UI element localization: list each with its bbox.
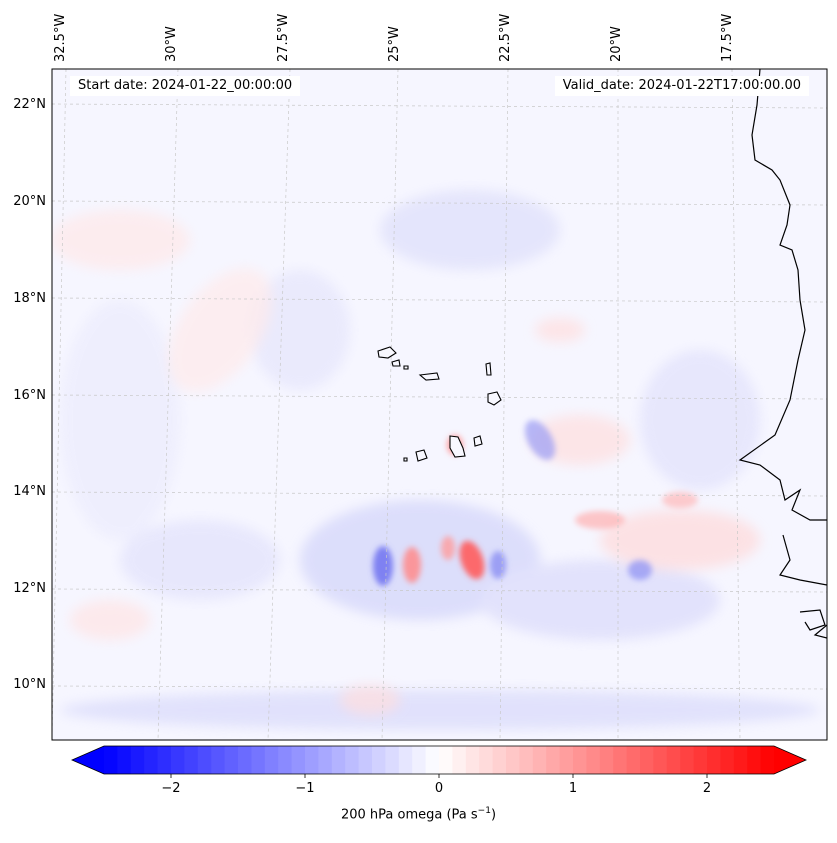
colorbar-segment	[653, 746, 668, 774]
colorbar-segment	[345, 746, 360, 774]
lon-label-27-5w: 27.5°W	[276, 13, 291, 62]
colorbar-outline	[71, 745, 807, 775]
lon-label-17-5w: 17.5°W	[720, 13, 735, 62]
colorbar-segment	[465, 746, 480, 774]
colorbar-segment	[144, 746, 159, 774]
lat-label-16n: 16°N	[13, 388, 46, 403]
colorbar-segment	[197, 746, 212, 774]
colorbar-segment	[532, 746, 547, 774]
lon-label-25w: 25°W	[387, 26, 402, 62]
coastline	[738, 69, 827, 639]
colorbar-segment	[693, 746, 708, 774]
lon-label-20w: 20°W	[609, 26, 624, 62]
lon-label-32-5w: 32.5°W	[53, 13, 68, 62]
colorbar-segment	[372, 746, 386, 774]
omega-field	[52, 69, 827, 740]
colorbar-segment	[666, 746, 681, 774]
colorbar-segment	[573, 746, 587, 774]
colorbar-title: 200 hPa omega (Pa s−1)	[0, 806, 837, 822]
colorbar-segment	[733, 746, 748, 774]
colorbar-segment	[251, 746, 266, 774]
colorbar-segment	[385, 746, 400, 774]
colorbar-segment	[278, 746, 293, 774]
lon-label-30w: 30°W	[164, 26, 179, 62]
lat-label-14n: 14°N	[13, 484, 46, 499]
colorbar-title-end: )	[490, 807, 497, 823]
colorbar-title-text: 200 hPa omega (Pa s	[340, 807, 478, 823]
colorbar-segment	[613, 746, 628, 774]
colorbar-segment	[747, 746, 762, 774]
colorbar-tick-label: −1	[295, 781, 315, 796]
colorbar-segment	[559, 746, 574, 774]
colorbar-segment	[171, 746, 185, 774]
colorbar-segment	[707, 746, 721, 774]
colorbar-segment	[492, 746, 507, 774]
lat-label-22n: 22°N	[13, 97, 46, 112]
colorbar-tick-label: 1	[568, 781, 578, 796]
cape-verde-islands	[377, 346, 502, 462]
colorbar-segment	[291, 746, 306, 774]
colorbar-segment	[211, 746, 226, 774]
colorbar-segment	[680, 746, 695, 774]
colorbar-segment	[130, 746, 145, 774]
colorbar-segment	[412, 746, 427, 774]
start-date-label: Start date: 2024-01-22_00:00:00	[70, 76, 301, 96]
colorbar-segment	[452, 746, 467, 774]
colorbar-segment	[760, 746, 775, 774]
colorbar-extend-min	[72, 746, 104, 774]
colorbar-segment	[425, 746, 440, 774]
lat-label-18n: 18°N	[13, 291, 46, 306]
colorbar-segment	[184, 746, 199, 774]
graticule	[52, 69, 827, 740]
colorbar-segment	[599, 746, 614, 774]
colorbar-segment	[305, 746, 319, 774]
colorbar-segment	[117, 746, 132, 774]
lat-label-12n: 12°N	[13, 581, 46, 596]
colorbar-title-exponent: −1	[477, 806, 491, 816]
colorbar-segment	[626, 746, 641, 774]
colorbar-segment	[720, 746, 735, 774]
colorbar-segment	[519, 746, 534, 774]
colorbar-segment	[318, 746, 333, 774]
colorbar-segment	[398, 746, 413, 774]
lat-label-10n: 10°N	[13, 677, 46, 692]
colorbar-segment	[506, 746, 520, 774]
colorbar-segment	[264, 746, 279, 774]
colorbar-segment	[546, 746, 561, 774]
colorbar-segment	[157, 746, 172, 774]
colorbar-tick-label: 0	[434, 781, 444, 796]
colorbar-segment	[479, 746, 494, 774]
map-frame	[51, 68, 828, 741]
colorbar-segment	[224, 746, 239, 774]
colorbar-segment	[238, 746, 252, 774]
colorbar-segment	[586, 746, 601, 774]
colorbar-segment	[640, 746, 654, 774]
colorbar-segment	[104, 746, 118, 774]
colorbar	[71, 745, 807, 778]
colorbar-segment	[331, 746, 346, 774]
valid-date-label: Valid_date: 2024-01-22T17:00:00.00	[554, 76, 809, 96]
colorbar-segment	[358, 746, 373, 774]
colorbar-segment	[439, 746, 453, 774]
lon-label-22-5w: 22.5°W	[498, 13, 513, 62]
lat-label-20n: 20°N	[13, 194, 46, 209]
colorbar-tick-label: −2	[161, 781, 181, 796]
colorbar-extend-max	[774, 746, 806, 774]
colorbar-tick-label: 2	[702, 781, 712, 796]
